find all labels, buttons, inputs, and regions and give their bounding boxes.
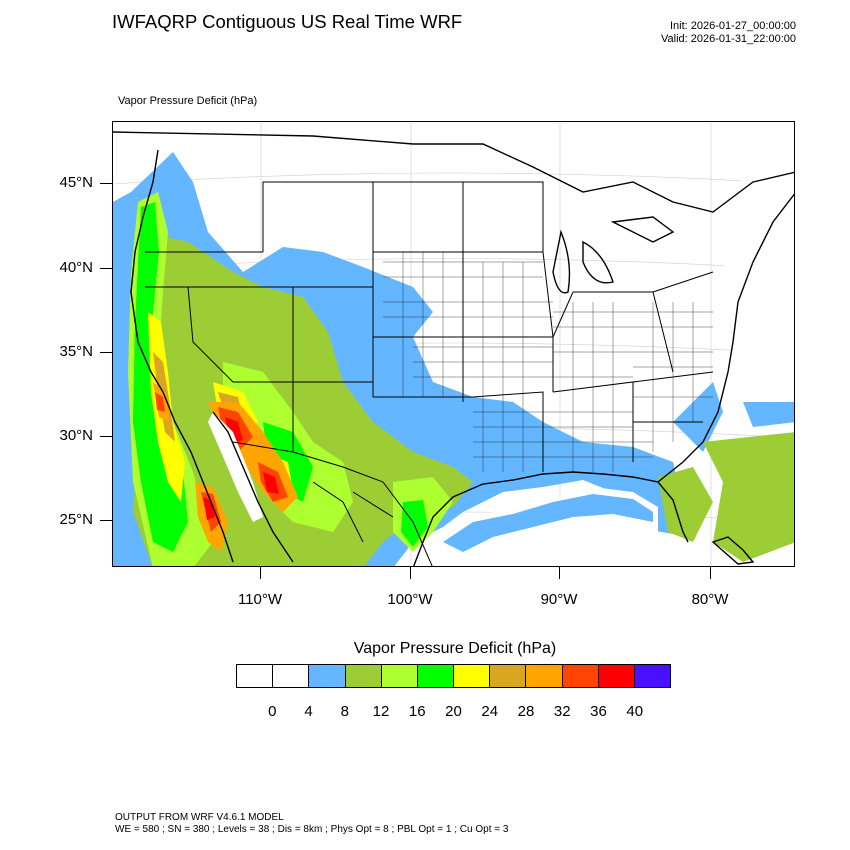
lon-label-110w: 110°W — [237, 591, 283, 608]
colorbar-label: 36 — [590, 703, 607, 720]
colorbar-box — [454, 665, 491, 687]
gulf-of-california — [208, 412, 263, 522]
lat-tick — [100, 352, 112, 353]
map-panel — [112, 121, 795, 567]
colorbar-label: 8 — [340, 703, 349, 720]
colorbar-label: 40 — [626, 703, 644, 720]
colorbar-label: 24 — [481, 703, 499, 720]
coastlines — [113, 131, 794, 566]
colorbar-box — [417, 665, 455, 687]
valid-time: Valid: 2026-01-31_22:00:00 — [661, 33, 796, 45]
lat-tick — [100, 183, 112, 184]
lon-label-100w: 100°W — [387, 591, 433, 608]
colorbar-box — [598, 665, 635, 687]
colorbar-label: 4 — [304, 703, 313, 720]
model-info-line1: OUTPUT FROM WRF V4.6.1 MODEL — [115, 812, 284, 823]
lat-tick — [100, 520, 112, 521]
vpd-map — [113, 122, 794, 566]
lon-tick — [260, 567, 261, 579]
colorbar-label: 28 — [517, 703, 535, 720]
chart-title: IWFAQRP Contiguous US Real Time WRF — [112, 11, 463, 32]
county-borders — [383, 252, 713, 472]
lat-label-30n: 30°N — [59, 427, 93, 444]
vpd-8-12 — [133, 232, 794, 566]
colorbar-box — [526, 665, 563, 687]
lon-tick — [710, 567, 711, 579]
mexico-borders — [232, 441, 433, 566]
lon-tick — [559, 567, 560, 579]
colorbar-box — [237, 665, 274, 687]
colorbar-label: 16 — [408, 703, 426, 720]
colorbar-label: 20 — [445, 703, 462, 720]
colorbar-box — [309, 665, 346, 687]
model-info-line2: WE = 580 ; SN = 380 ; Levels = 38 ; Dis … — [115, 824, 509, 835]
init-time: Init: 2026-01-27_00:00:00 — [670, 20, 796, 32]
vpd-36-40 — [203, 417, 279, 520]
colorbar-box — [273, 665, 310, 687]
colorbar-box — [381, 665, 418, 687]
lon-tick — [410, 567, 411, 579]
lat-tick — [100, 436, 112, 437]
lat-tick — [100, 268, 112, 269]
colorbar-label: 32 — [553, 703, 571, 720]
lon-label-90w: 90°W — [540, 591, 578, 608]
lon-label-80w: 80°W — [691, 591, 729, 608]
field-label: Vapor Pressure Deficit (hPa) — [118, 95, 258, 107]
colorbar-box — [562, 665, 599, 687]
colorbar — [236, 664, 671, 688]
colorbar-title: Vapor Pressure Deficit (hPa) — [353, 640, 557, 657]
colorbar-label: 0 — [268, 703, 277, 720]
lat-label-25n: 25°N — [59, 511, 93, 528]
lat-label-35n: 35°N — [59, 343, 93, 360]
colorbar-box — [634, 665, 671, 687]
colorbar-label: 12 — [372, 703, 390, 720]
colorbar-box — [490, 665, 527, 687]
colorbar-box — [345, 665, 382, 687]
lat-label-40n: 40°N — [59, 259, 93, 276]
lat-label-45n: 45°N — [59, 174, 93, 191]
gulf-coast-water — [443, 494, 653, 552]
